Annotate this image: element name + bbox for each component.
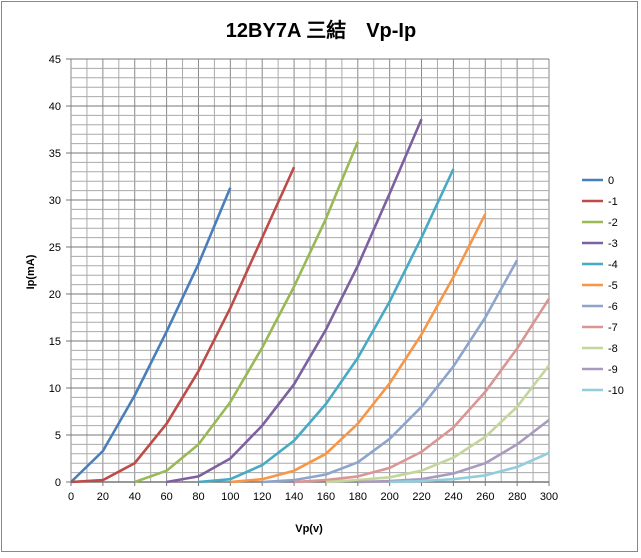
legend-label: 0	[608, 175, 614, 187]
legend-label: -10	[608, 385, 624, 397]
legend-label: -7	[608, 322, 618, 334]
series-line--4	[198, 168, 455, 484]
series-line--7	[294, 297, 551, 484]
y-tick-label: 15	[49, 336, 61, 348]
series-lines	[70, 118, 551, 484]
x-tick-label: 220	[412, 491, 430, 503]
x-tick-label: 160	[317, 491, 335, 503]
legend-label: -1	[608, 196, 618, 208]
x-tick-label: 280	[508, 491, 526, 503]
legend-label: -4	[608, 259, 618, 271]
y-tick-label: 0	[55, 477, 61, 489]
x-tick-label: 200	[380, 491, 398, 503]
series-line--1	[70, 166, 296, 484]
x-tick-label: 0	[68, 491, 74, 503]
x-tick-label: 60	[160, 491, 172, 503]
x-tick-label: 260	[476, 491, 494, 503]
legend-label: -9	[608, 364, 618, 376]
chart-title: 12BY7A 三結 Vp-Ip	[226, 18, 416, 42]
y-tick-label: 25	[49, 242, 61, 254]
series-line--5	[230, 213, 487, 484]
x-tick-label: 140	[285, 491, 303, 503]
x-tick-label: 100	[221, 491, 239, 503]
y-tick-label: 35	[49, 148, 61, 160]
legend-label: -6	[608, 301, 618, 313]
series-line--2	[134, 141, 360, 484]
series-line-0	[70, 187, 232, 483]
legend: 0 -1 -2 -3 -4 -5 -6 -7 -8 -9 -10	[582, 175, 624, 397]
x-tick-label: 300	[540, 491, 558, 503]
y-tick-label: 10	[49, 383, 61, 395]
x-axis-label: Vp(v)	[295, 523, 323, 535]
x-tick-label: 120	[253, 491, 271, 503]
x-tick-label: 20	[97, 491, 109, 503]
x-tick-label: 80	[192, 491, 204, 503]
x-tick-label: 240	[444, 491, 462, 503]
series-line--10	[389, 451, 550, 484]
x-tick-label: 40	[129, 491, 141, 503]
y-axis-label: Ip(mA)	[25, 254, 37, 289]
x-tick-label: 180	[349, 491, 367, 503]
y-tick-label: 5	[55, 430, 61, 442]
legend-label: -8	[608, 343, 618, 355]
y-tick-label: 20	[49, 289, 61, 301]
series-line--6	[262, 259, 519, 484]
tick-labels: 0 20 40 60 80 100 120 140 160 180 200 220 240 260 280 3…	[49, 54, 558, 503]
legend-label: -5	[608, 280, 618, 292]
y-tick-label: 45	[49, 54, 61, 66]
series-line--3	[166, 118, 423, 484]
series-line--8	[325, 364, 551, 484]
grid	[70, 58, 550, 483]
y-tick-label: 40	[49, 101, 61, 113]
legend-label: -3	[608, 238, 618, 250]
legend-label: -2	[608, 217, 618, 229]
y-tick-label: 30	[49, 195, 61, 207]
